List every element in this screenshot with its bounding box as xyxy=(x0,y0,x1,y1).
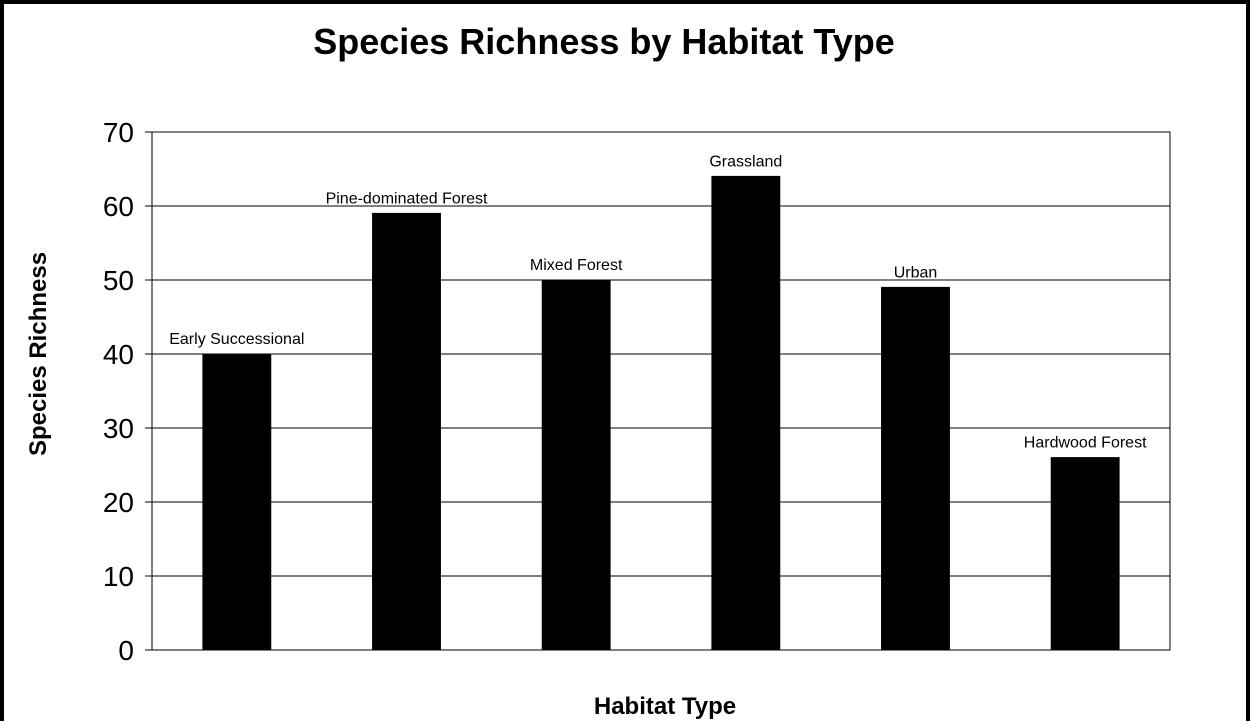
bar xyxy=(541,279,611,651)
bar-data-label: Mixed Forest xyxy=(530,257,623,274)
bar-data-label: Hardwood Forest xyxy=(1024,435,1147,452)
data-labels: Early Successional Pine-dominated Forest M… xyxy=(169,153,1147,451)
y-tick-label: 40 xyxy=(103,339,134,370)
y-tick-label: 10 xyxy=(103,561,134,592)
y-tick-label: 0 xyxy=(118,635,134,666)
bar xyxy=(202,353,272,651)
bar-data-label: Grassland xyxy=(709,153,782,170)
y-tick-label: 30 xyxy=(103,413,134,444)
bar xyxy=(372,212,441,651)
bar xyxy=(1050,457,1120,651)
plot-grid xyxy=(152,131,1170,577)
plot-bars xyxy=(202,175,1120,651)
bar-data-label: Early Successional xyxy=(169,331,304,348)
y-tick-label: 70 xyxy=(103,117,134,148)
bar xyxy=(881,286,950,651)
y-axis-ticks: 0 10 20 30 40 50 60 70 xyxy=(103,117,152,666)
plot-frame xyxy=(151,131,1171,651)
y-tick-label: 50 xyxy=(103,265,134,296)
x-axis-title: Habitat Type xyxy=(594,693,736,720)
plot-area-border xyxy=(151,131,1171,651)
bar-data-label: Urban xyxy=(894,264,938,281)
bar-data-label: Pine-dominated Forest xyxy=(326,190,488,207)
y-tick-label: 60 xyxy=(103,191,134,222)
chart-title: Species Richness by Habitat Type xyxy=(313,21,895,62)
y-axis-title: Species Richness xyxy=(25,252,52,456)
bar xyxy=(711,175,781,651)
chart-svg: Species Richness by Habitat Type 0 10 20 30… xyxy=(25,21,1171,720)
y-tick-label: 20 xyxy=(103,487,134,518)
